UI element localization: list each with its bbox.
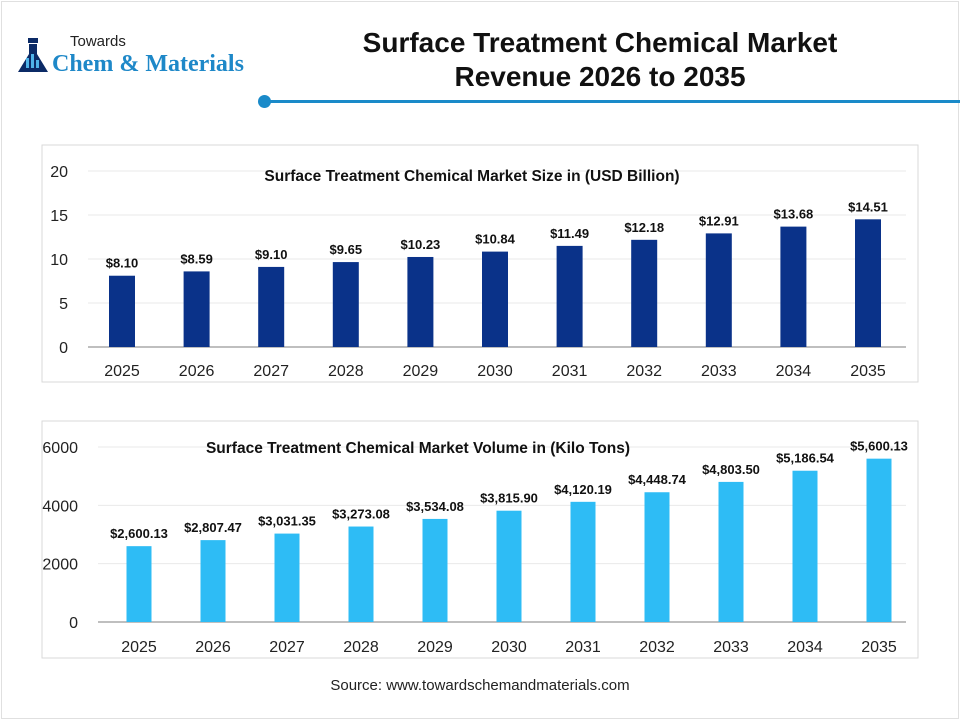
x-tick-label: 2035 [861,639,897,656]
x-tick-label: 2027 [253,363,289,380]
bar-2026 [183,271,210,347]
bar-2033 [705,233,732,347]
title-rule [265,100,960,103]
data-label: $14.51 [848,199,888,214]
x-tick-label: 2030 [477,363,513,380]
x-tick-label: 2033 [713,639,749,656]
data-label: $10.84 [475,232,516,247]
y-tick-label: 10 [50,252,68,269]
title-rule-dot [258,95,271,108]
data-label: $9.65 [330,242,363,257]
data-label: $8.59 [180,251,213,266]
bar-2031 [570,501,596,622]
data-label: $9.10 [255,247,288,262]
bar-2035 [866,458,892,622]
page-title: Surface Treatment Chemical Market Revenu… [300,26,900,94]
bar-2025 [109,275,135,347]
x-tick-label: 2027 [269,639,305,656]
x-tick-label: 2030 [491,639,527,656]
chart-title: Surface Treatment Chemical Market Size i… [264,168,679,185]
x-tick-label: 2025 [121,639,157,656]
bar-2031 [556,245,583,347]
x-tick-label: 2035 [850,363,886,380]
bar-2028 [348,526,374,622]
data-label: $5,186.54 [776,451,835,466]
bar-2025 [126,546,152,622]
data-label: $13.68 [774,207,814,222]
x-tick-label: 2034 [776,363,812,380]
flask-icon [18,38,48,72]
bar-2033 [718,481,744,622]
x-tick-label: 2029 [403,363,439,380]
bar-2030 [496,510,522,622]
logo-towards: Towards [70,33,126,50]
x-tick-label: 2031 [552,363,588,380]
data-label: $2,600.13 [110,526,168,541]
data-label: $12.91 [699,213,739,228]
logo: Towards Chem & Materials [16,34,276,80]
chart-title: Surface Treatment Chemical Market Volume… [206,440,630,457]
data-label: $3,534.08 [406,499,464,514]
x-tick-label: 2025 [104,363,140,380]
x-tick-label: 2028 [328,363,364,380]
x-tick-label: 2034 [787,639,823,656]
y-tick-label: 2000 [42,557,78,574]
y-tick-label: 20 [50,164,68,181]
data-label: $10.23 [401,237,441,252]
x-tick-label: 2029 [417,639,453,656]
bar-2027 [258,266,285,347]
bar-2030 [482,251,508,347]
title-line-1: Surface Treatment Chemical Market [362,27,838,58]
y-tick-label: 0 [69,615,78,632]
title-line-2: Revenue 2026 to 2035 [454,61,746,92]
x-tick-label: 2033 [701,363,737,380]
data-label: $3,815.90 [480,491,538,506]
source-note: Source: www.towardschemandmaterials.com [330,677,630,694]
data-label: $11.49 [550,226,589,241]
y-tick-label: 6000 [42,440,78,457]
bar-2032 [644,492,670,622]
bar-2028 [332,262,359,347]
chart-panel [41,420,919,659]
x-tick-label: 2026 [179,363,215,380]
y-tick-label: 4000 [42,498,78,515]
data-label: $8.10 [106,256,139,271]
data-label: $5,600.13 [850,439,908,454]
y-tick-label: 15 [50,208,68,225]
data-label: $3,031.35 [258,514,316,529]
x-tick-label: 2026 [195,639,231,656]
y-tick-label: 0 [59,340,68,357]
data-label: $4,803.50 [702,462,760,477]
bar-2029 [422,518,448,622]
x-tick-label: 2031 [565,639,601,656]
data-label: $4,448.74 [628,472,687,487]
x-tick-label: 2032 [639,639,675,656]
data-label: $3,273.08 [332,507,390,522]
data-label: $2,807.47 [184,520,242,535]
bar-2027 [274,533,300,622]
logo-main: Chem & Materials [52,51,244,77]
x-tick-label: 2028 [343,639,379,656]
data-label: $4,120.19 [554,482,612,497]
y-tick-label: 5 [59,296,68,313]
bar-2034 [792,470,818,622]
bar-2035 [855,219,881,347]
x-tick-label: 2032 [626,363,662,380]
bar-2034 [780,226,807,347]
bar-2026 [200,540,226,622]
data-label: $12.18 [624,220,664,235]
bar-2029 [407,256,434,347]
bar-2032 [631,239,658,347]
